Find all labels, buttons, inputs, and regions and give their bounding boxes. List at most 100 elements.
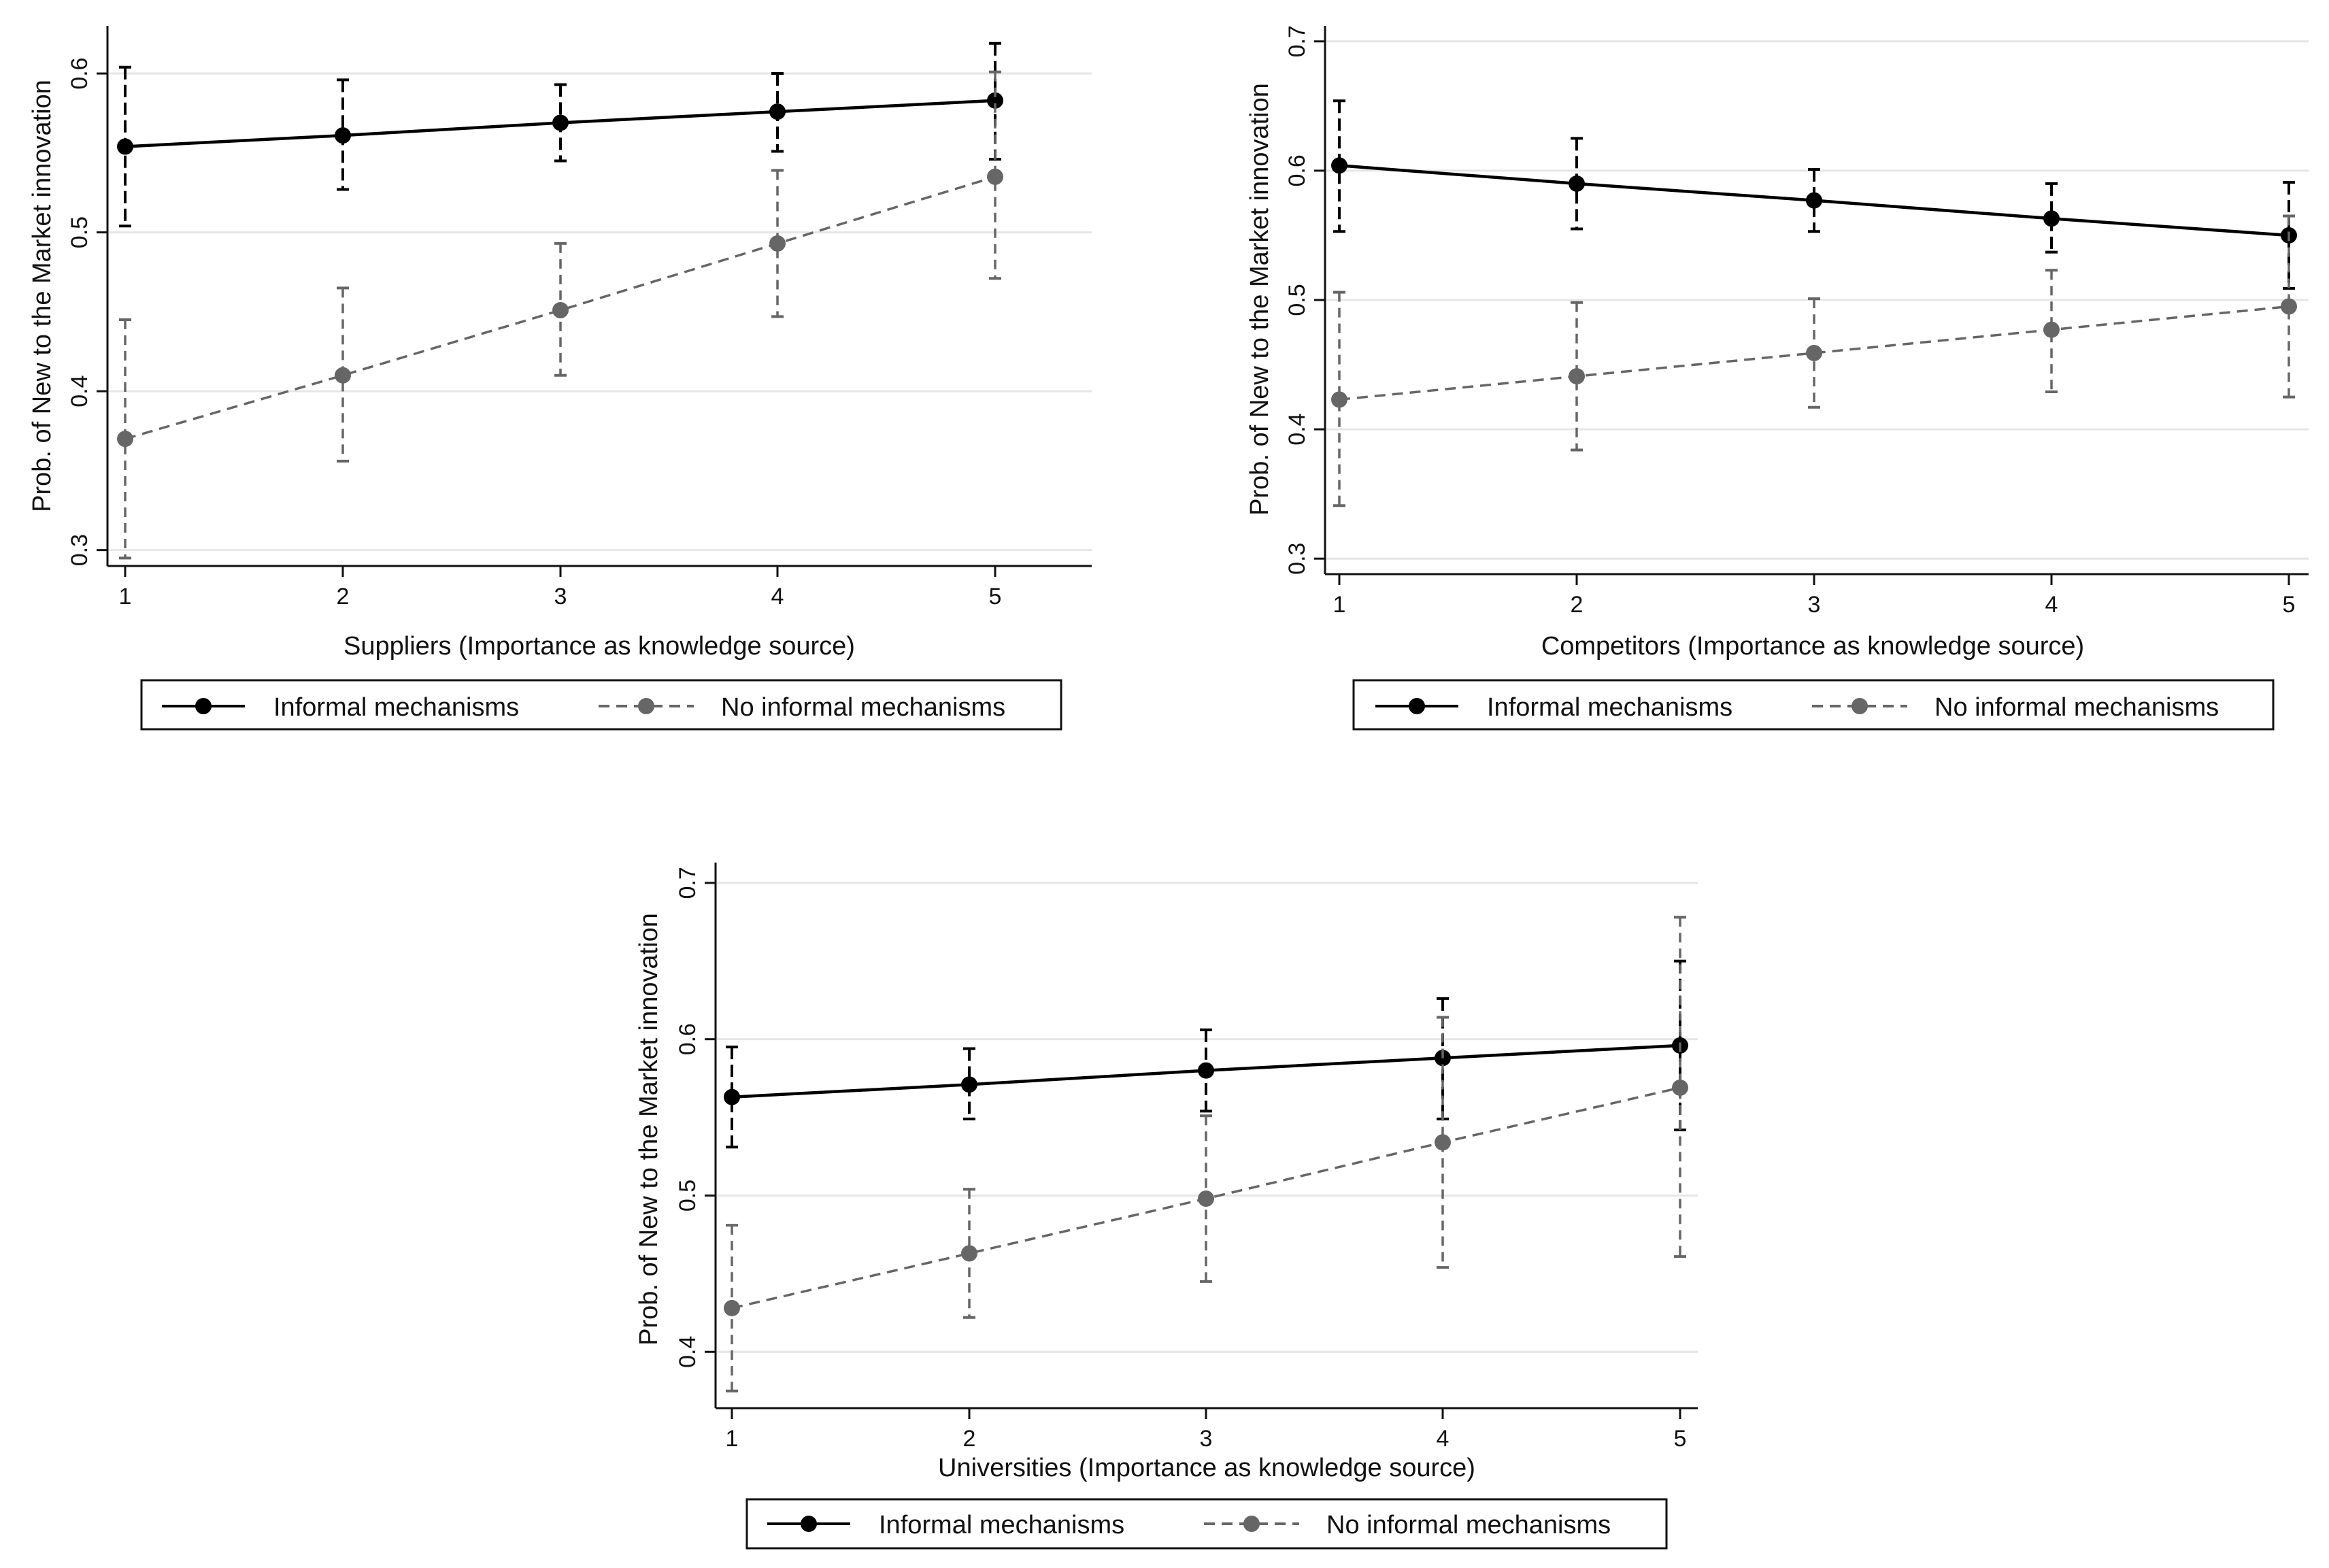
y-tick-label: 0.7 <box>1284 25 1310 57</box>
y-tick-label: 0.3 <box>67 534 93 566</box>
data-point-informal <box>724 1088 740 1105</box>
legend-label: No informal mechanisms <box>1326 1511 1611 1539</box>
y-axis-label: Prob. of New to the Market innovation <box>28 80 56 512</box>
x-tick: 5 <box>1674 1408 1687 1452</box>
x-tick-label: 1 <box>1333 592 1346 618</box>
x-axis-label: Universities (Importance as knowledge so… <box>938 1454 1475 1482</box>
x-tick-label: 2 <box>1571 592 1584 618</box>
y-tick-label: 0.5 <box>675 1180 701 1212</box>
x-tick: 1 <box>1333 574 1346 618</box>
y-tick-label: 0.5 <box>67 216 93 248</box>
legend-swatch-marker <box>1243 1516 1260 1532</box>
x-tick: 3 <box>554 566 567 610</box>
x-tick-label: 5 <box>989 584 1002 610</box>
x-tick-label: 1 <box>119 584 132 610</box>
legend-swatch-marker <box>801 1516 817 1532</box>
y-axis-ticks: 0.4 0.5 0.6 0.7 <box>675 867 716 1368</box>
y-tick: 0.7 <box>675 867 716 899</box>
y-axis-label: Prob. of New to the Market innovation <box>1245 83 1274 516</box>
y-axis-ticks: 0.3 0.4 0.5 0.6 0.7 <box>1284 25 1325 575</box>
data-point-informal <box>1331 157 1347 174</box>
data-point-no-informal <box>769 235 786 252</box>
data-point-no-informal <box>1331 391 1347 408</box>
data-point-informal <box>117 138 133 155</box>
legend-swatch-marker <box>1409 698 1425 714</box>
x-tick-label: 5 <box>1674 1426 1687 1452</box>
y-tick-label: 0.4 <box>1284 413 1310 445</box>
y-tick: 0.3 <box>1284 543 1325 575</box>
x-tick: 3 <box>1808 574 1821 618</box>
x-tick-label: 4 <box>2045 592 2058 618</box>
y-axis-ticks: 0.3 0.4 0.5 0.6 <box>67 57 107 566</box>
x-tick-label: 3 <box>1808 592 1821 618</box>
data-point-informal <box>987 92 1003 109</box>
data-point-no-informal <box>1672 1079 1688 1096</box>
x-tick-label: 2 <box>337 584 350 610</box>
y-tick-label: 0.6 <box>675 1023 701 1055</box>
legend: Informal mechanisms No informal mechanis… <box>1352 679 2275 731</box>
legend-swatch-marker <box>638 698 654 714</box>
data-point-informal <box>335 127 351 144</box>
y-tick: 0.5 <box>675 1180 716 1212</box>
data-point-no-informal <box>117 431 133 448</box>
data-point-no-informal <box>1806 344 1822 361</box>
x-tick: 4 <box>1437 1408 1450 1452</box>
data-marks <box>117 41 1003 560</box>
chart-panel-suppliers: 0.3 0.4 0.5 0.6 1 2 3 4 5 Suppliers (Imp… <box>28 26 1092 731</box>
y-tick-label: 0.3 <box>1284 543 1310 575</box>
x-tick-label: 3 <box>554 584 567 610</box>
data-point-no-informal <box>961 1245 977 1262</box>
x-tick-label: 4 <box>1437 1426 1450 1452</box>
y-axis-label: Prob. of New to the Market innovation <box>635 913 663 1346</box>
x-tick: 4 <box>2045 574 2058 618</box>
legend-label: Informal mechanisms <box>273 693 519 722</box>
data-point-informal <box>2043 210 2060 227</box>
y-tick-label: 0.5 <box>1284 284 1310 316</box>
y-tick-label: 0.4 <box>675 1336 701 1368</box>
x-tick: 1 <box>119 566 132 610</box>
legend-label: Informal mechanisms <box>1487 693 1732 722</box>
series-line-no-informal <box>124 176 996 440</box>
x-tick-label: 4 <box>771 584 784 610</box>
x-tick: 1 <box>726 1408 739 1452</box>
data-point-no-informal <box>2043 321 2060 338</box>
legend: Informal mechanisms No informal mechanis… <box>140 679 1062 731</box>
x-tick: 4 <box>771 566 784 610</box>
legend-swatch-marker <box>195 698 212 714</box>
x-axis-ticks: 1 2 3 4 5 <box>726 1408 1687 1452</box>
data-point-no-informal <box>1198 1190 1214 1207</box>
chart-panel-competitors: 0.3 0.4 0.5 0.6 0.7 1 2 3 4 5 Competitor… <box>1245 25 2309 731</box>
x-axis-ticks: 1 2 3 4 5 <box>119 566 1002 610</box>
data-point-informal <box>1569 175 1585 192</box>
data-point-informal <box>1198 1062 1214 1079</box>
y-tick-label: 0.7 <box>675 867 701 899</box>
data-point-no-informal <box>724 1299 740 1316</box>
y-tick: 0.4 <box>675 1336 716 1368</box>
x-tick-label: 5 <box>2283 592 2296 618</box>
x-tick-label: 2 <box>963 1426 976 1452</box>
x-axis-ticks: 1 2 3 4 5 <box>1333 574 2296 618</box>
y-tick: 0.4 <box>67 375 107 407</box>
x-tick: 5 <box>989 566 1002 610</box>
legend-swatch-marker <box>1852 698 1868 714</box>
y-tick-label: 0.6 <box>67 57 93 89</box>
legend: Informal mechanisms No informal mechanis… <box>745 1498 1668 1550</box>
y-tick: 0.5 <box>1284 284 1325 316</box>
legend-label: No informal mechanisms <box>1934 693 2219 722</box>
y-tick: 0.7 <box>1284 25 1325 57</box>
x-axis-label: Competitors (Importance as knowledge sou… <box>1541 632 2084 661</box>
data-point-no-informal <box>987 168 1003 185</box>
data-point-informal <box>1806 192 1822 209</box>
x-axis-label: Suppliers (Importance as knowledge sourc… <box>344 632 855 661</box>
x-tick-label: 1 <box>726 1426 739 1452</box>
data-point-no-informal <box>2281 298 2297 315</box>
data-point-no-informal <box>1569 368 1585 385</box>
data-point-no-informal <box>1435 1134 1451 1151</box>
data-marks <box>1331 99 2297 507</box>
data-point-informal <box>961 1076 977 1093</box>
data-marks <box>724 916 1688 1392</box>
y-tick: 0.6 <box>67 57 107 90</box>
legend-label: No informal mechanisms <box>721 693 1005 722</box>
